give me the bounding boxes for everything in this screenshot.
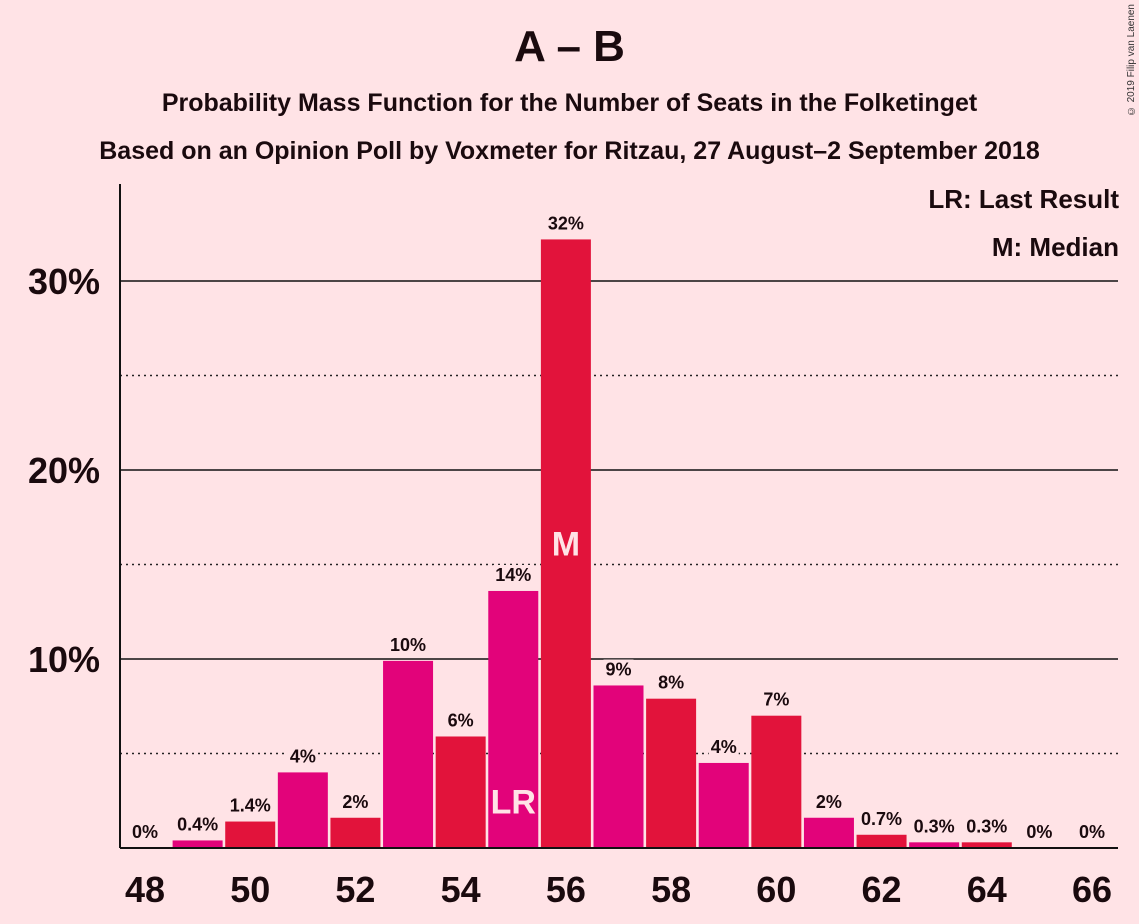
data-label-bg: [708, 736, 739, 757]
data-label-bg: [287, 746, 318, 767]
x-tick-label: 54: [441, 869, 481, 910]
bar-52: [330, 817, 381, 848]
bar-54: [435, 736, 486, 848]
marker-m: M: [552, 526, 580, 564]
data-label-52: 2%: [342, 792, 368, 812]
bar-63: [909, 842, 960, 848]
data-label-59: 4%: [711, 737, 737, 757]
data-label-57: 9%: [605, 659, 631, 679]
data-label-bg: [225, 795, 276, 816]
bar-56: [540, 239, 591, 849]
data-label-bg: [813, 791, 844, 812]
bar-64: [961, 842, 1012, 848]
y-tick-label: 20%: [28, 450, 100, 491]
data-label-bg: [909, 816, 960, 837]
data-label-bg: [961, 816, 1012, 837]
marker-lr: LR: [491, 784, 536, 822]
legend-last-result: LR: Last Result: [928, 184, 1119, 214]
data-label-bg: [603, 659, 634, 680]
bar-50: [225, 821, 276, 848]
chart-subtitle-1: Probability Mass Function for the Number…: [161, 89, 978, 117]
bar-53: [383, 660, 434, 848]
data-label-bg: [1077, 822, 1107, 842]
data-label-65: 0%: [1026, 822, 1052, 842]
data-label-60: 7%: [763, 690, 789, 710]
data-label-53: 10%: [390, 635, 426, 655]
x-tick-label: 58: [651, 869, 691, 910]
chart-subtitle-2: Based on an Opinion Poll by Voxmeter for…: [99, 137, 1040, 165]
bar-59: [698, 762, 749, 848]
x-tick-label: 64: [967, 869, 1007, 910]
data-label-bg: [656, 672, 687, 693]
data-label-bg: [545, 213, 586, 234]
data-label-bg: [340, 791, 371, 812]
x-tick-label: 60: [756, 869, 796, 910]
data-label-bg: [761, 689, 792, 710]
data-label-62: 0.7%: [861, 809, 902, 829]
x-tick-label: 50: [230, 869, 270, 910]
y-tick-label: 10%: [28, 639, 100, 680]
bar-49: [172, 840, 223, 848]
y-tick-label: 30%: [28, 261, 100, 302]
data-label-56: 32%: [548, 213, 584, 233]
data-label-bg: [130, 822, 160, 842]
bar-51: [277, 772, 328, 848]
bar-58: [646, 698, 697, 848]
x-tick-label: 56: [546, 869, 586, 910]
x-tick-label: 52: [335, 869, 375, 910]
bar-57: [593, 685, 644, 848]
chart-title: A – B: [514, 22, 625, 71]
bar-55: [488, 590, 539, 848]
data-label-66: 0%: [1079, 822, 1105, 842]
data-label-63: 0.3%: [914, 816, 955, 836]
data-label-bg: [388, 634, 429, 655]
x-tick-label: 62: [862, 869, 902, 910]
data-label-48: 0%: [132, 822, 158, 842]
data-label-bg: [856, 808, 907, 829]
data-label-bg: [1024, 822, 1055, 842]
data-label-bg: [172, 814, 223, 835]
bar-62: [856, 834, 907, 848]
bar-60: [751, 715, 802, 848]
data-label-64: 0.3%: [966, 816, 1007, 836]
data-label-58: 8%: [658, 673, 684, 693]
bar-61: [803, 817, 854, 848]
data-label-49: 0.4%: [177, 814, 218, 834]
data-label-54: 6%: [448, 710, 474, 730]
data-label-61: 2%: [816, 792, 842, 812]
data-label-bg: [493, 564, 534, 585]
legend-median: M: Median: [991, 232, 1119, 262]
x-tick-label: 48: [125, 869, 165, 910]
x-tick-label: 66: [1072, 869, 1112, 910]
data-label-55: 14%: [495, 565, 531, 585]
data-label-51: 4%: [290, 746, 316, 766]
data-label-bg: [445, 710, 476, 731]
data-label-50: 1.4%: [230, 796, 271, 816]
